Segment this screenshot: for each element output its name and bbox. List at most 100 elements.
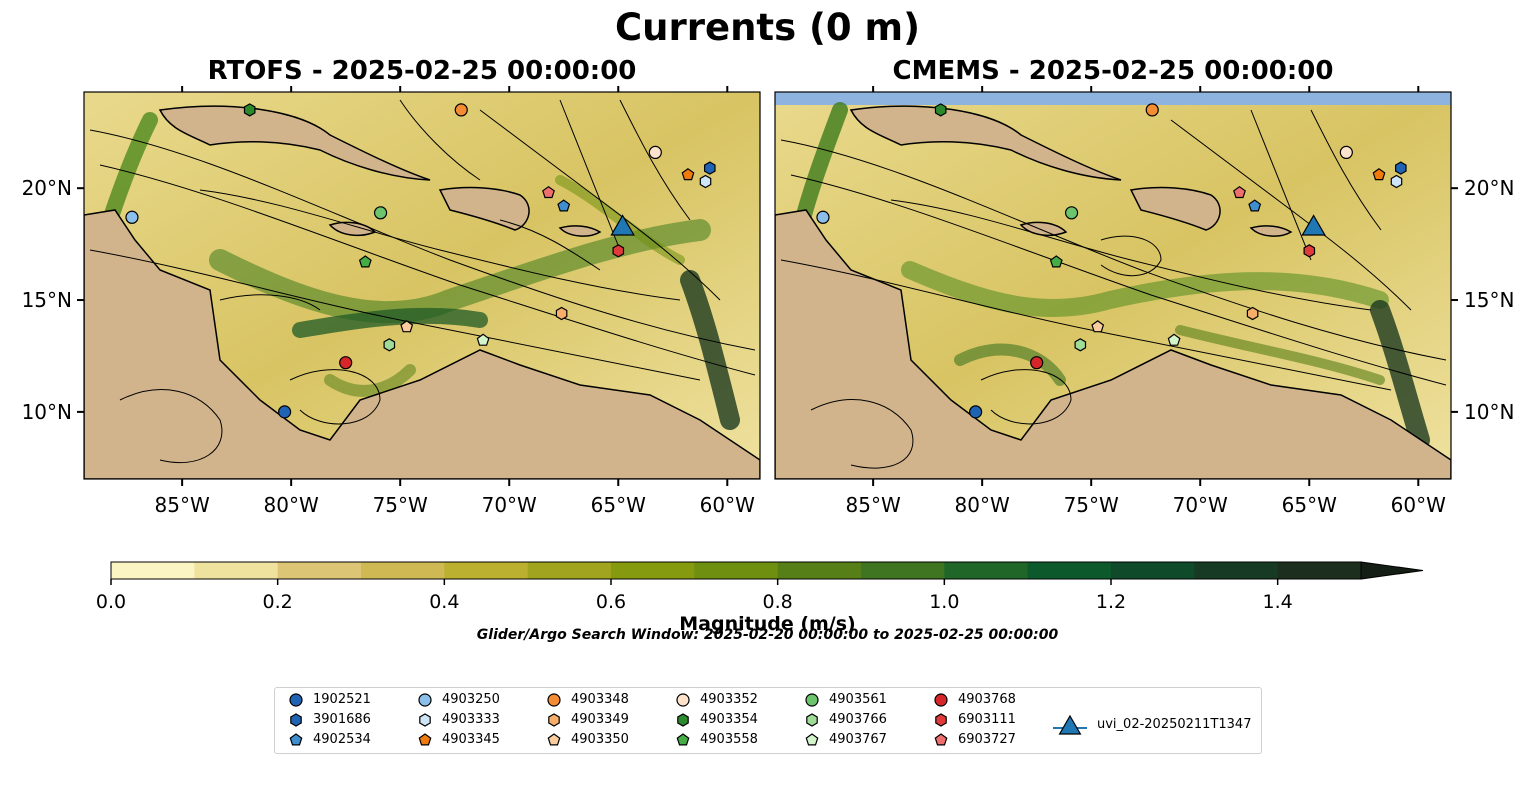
observation-marker[interactable] bbox=[1030, 356, 1044, 370]
legend-item: 6903111 bbox=[934, 712, 1016, 727]
observation-marker[interactable] bbox=[969, 405, 983, 419]
legend-item: 6903727 bbox=[934, 732, 1016, 747]
colorbar-segment bbox=[111, 562, 195, 579]
legend-label: 4903354 bbox=[700, 712, 758, 727]
lat-tick-label: 10°N bbox=[1464, 400, 1514, 424]
observation-marker[interactable] bbox=[1074, 338, 1087, 352]
legend-item: uvi_02-20250211T1347 bbox=[1053, 710, 1251, 738]
legend: 1902521 3901686 4902534 4903250 4903333 49033… bbox=[274, 687, 1262, 754]
observation-marker[interactable] bbox=[1339, 145, 1353, 159]
observation-marker[interactable] bbox=[1372, 168, 1386, 181]
lon-tick-label: 85°W bbox=[846, 493, 901, 517]
legend-swatch bbox=[418, 732, 432, 745]
legend-label: 4903345 bbox=[442, 732, 500, 747]
legend-label: 4903348 bbox=[571, 692, 629, 707]
observation-markers[interactable] bbox=[125, 103, 1407, 419]
legend-swatch bbox=[934, 692, 948, 707]
rtofs-map[interactable] bbox=[84, 92, 760, 479]
colorbar-segment bbox=[1111, 562, 1195, 579]
legend-item: 4903345 bbox=[418, 732, 500, 747]
observation-marker[interactable] bbox=[1303, 244, 1316, 258]
observation-marker[interactable] bbox=[816, 210, 830, 224]
legend-swatch bbox=[676, 732, 690, 745]
legend-item: 4903354 bbox=[676, 712, 758, 727]
cmems-streamlines bbox=[780, 109, 1447, 469]
colorbar-segment bbox=[444, 562, 529, 579]
observation-marker[interactable] bbox=[703, 161, 716, 175]
observation-marker[interactable] bbox=[542, 185, 555, 199]
observation-marker[interactable] bbox=[1167, 333, 1181, 346]
legend-swatch bbox=[1053, 714, 1087, 735]
observation-marker[interactable] bbox=[699, 174, 712, 189]
legend-swatch bbox=[934, 732, 948, 745]
legend-label: 4903766 bbox=[829, 712, 887, 727]
observation-marker[interactable] bbox=[243, 103, 256, 117]
legend-item: 4903766 bbox=[805, 712, 887, 727]
legend-item: 4903250 bbox=[418, 692, 500, 707]
legend-swatch bbox=[289, 732, 303, 745]
observation-marker[interactable] bbox=[400, 320, 414, 333]
observation-marker[interactable] bbox=[278, 405, 292, 419]
observation-marker[interactable] bbox=[1394, 161, 1407, 175]
colorbar-outline bbox=[110, 561, 1362, 580]
observation-marker[interactable] bbox=[1233, 185, 1246, 199]
legend-swatch bbox=[806, 712, 818, 727]
observation-marker[interactable] bbox=[339, 356, 353, 370]
observation-marker[interactable] bbox=[1246, 306, 1259, 321]
cmems-panel-title: CMEMS - 2025-02-25 00:00:00 bbox=[892, 56, 1334, 86]
legend-swatch bbox=[548, 712, 560, 727]
legend-swatch bbox=[676, 692, 690, 707]
lon-tick-label: 70°W bbox=[1173, 493, 1228, 517]
legend-item: 1902521 bbox=[289, 692, 371, 707]
observation-marker[interactable] bbox=[358, 255, 372, 268]
observation-marker[interactable] bbox=[383, 338, 396, 352]
colorbar-segment bbox=[1277, 562, 1362, 579]
colorbar-segment bbox=[694, 562, 779, 579]
lon-tick-label: 65°W bbox=[591, 493, 646, 517]
observation-marker[interactable] bbox=[612, 244, 625, 258]
legend-label: 4903333 bbox=[442, 712, 500, 727]
observation-marker[interactable] bbox=[1091, 320, 1105, 333]
legend-item: 4903348 bbox=[547, 692, 629, 707]
observation-marker[interactable] bbox=[557, 199, 571, 212]
legend-item: 4903768 bbox=[934, 692, 1016, 707]
colorbar-tick-label: 0.4 bbox=[429, 591, 459, 613]
legend-label: 4903767 bbox=[829, 732, 887, 747]
observation-marker[interactable] bbox=[454, 103, 468, 117]
observation-marker[interactable] bbox=[555, 306, 568, 321]
observation-marker[interactable] bbox=[373, 206, 388, 220]
observation-marker[interactable] bbox=[1390, 174, 1403, 189]
observation-marker[interactable] bbox=[1145, 103, 1159, 117]
lon-tick-label: 80°W bbox=[264, 493, 319, 517]
colorbar-segment bbox=[1194, 562, 1279, 579]
colorbar-segment bbox=[611, 562, 695, 579]
legend-item: 4903350 bbox=[547, 732, 629, 747]
observation-marker[interactable] bbox=[610, 214, 635, 236]
lon-tick-label: 75°W bbox=[1064, 493, 1119, 517]
legend-swatch bbox=[935, 712, 947, 727]
legend-item: 4903767 bbox=[805, 732, 887, 747]
observation-marker[interactable] bbox=[934, 103, 947, 117]
cmems-map[interactable] bbox=[775, 92, 1451, 479]
figure-title: Currents (0 m) bbox=[614, 6, 920, 49]
colorbar-segment bbox=[277, 562, 362, 579]
observation-marker[interactable] bbox=[681, 168, 695, 181]
legend-item: 3901686 bbox=[289, 712, 371, 727]
observation-marker[interactable] bbox=[648, 145, 662, 159]
observation-marker[interactable] bbox=[125, 210, 139, 224]
colorbar-extend-arrow bbox=[1360, 561, 1424, 580]
lat-tick-label: 20°N bbox=[22, 176, 72, 200]
colorbar-tick-label: 0.2 bbox=[263, 591, 293, 613]
observation-marker[interactable] bbox=[1248, 199, 1262, 212]
lat-tick-label: 20°N bbox=[1464, 176, 1514, 200]
observation-marker[interactable] bbox=[1301, 214, 1326, 236]
legend-label: 4903250 bbox=[442, 692, 500, 707]
legend-label: 4903561 bbox=[829, 692, 887, 707]
legend-item: 4902534 bbox=[289, 732, 371, 747]
observation-marker[interactable] bbox=[1064, 206, 1079, 220]
colorbar-tick-label: 0.6 bbox=[596, 591, 626, 613]
lon-tick-label: 80°W bbox=[955, 493, 1010, 517]
observation-marker[interactable] bbox=[1049, 255, 1063, 268]
observation-marker[interactable] bbox=[476, 333, 490, 346]
